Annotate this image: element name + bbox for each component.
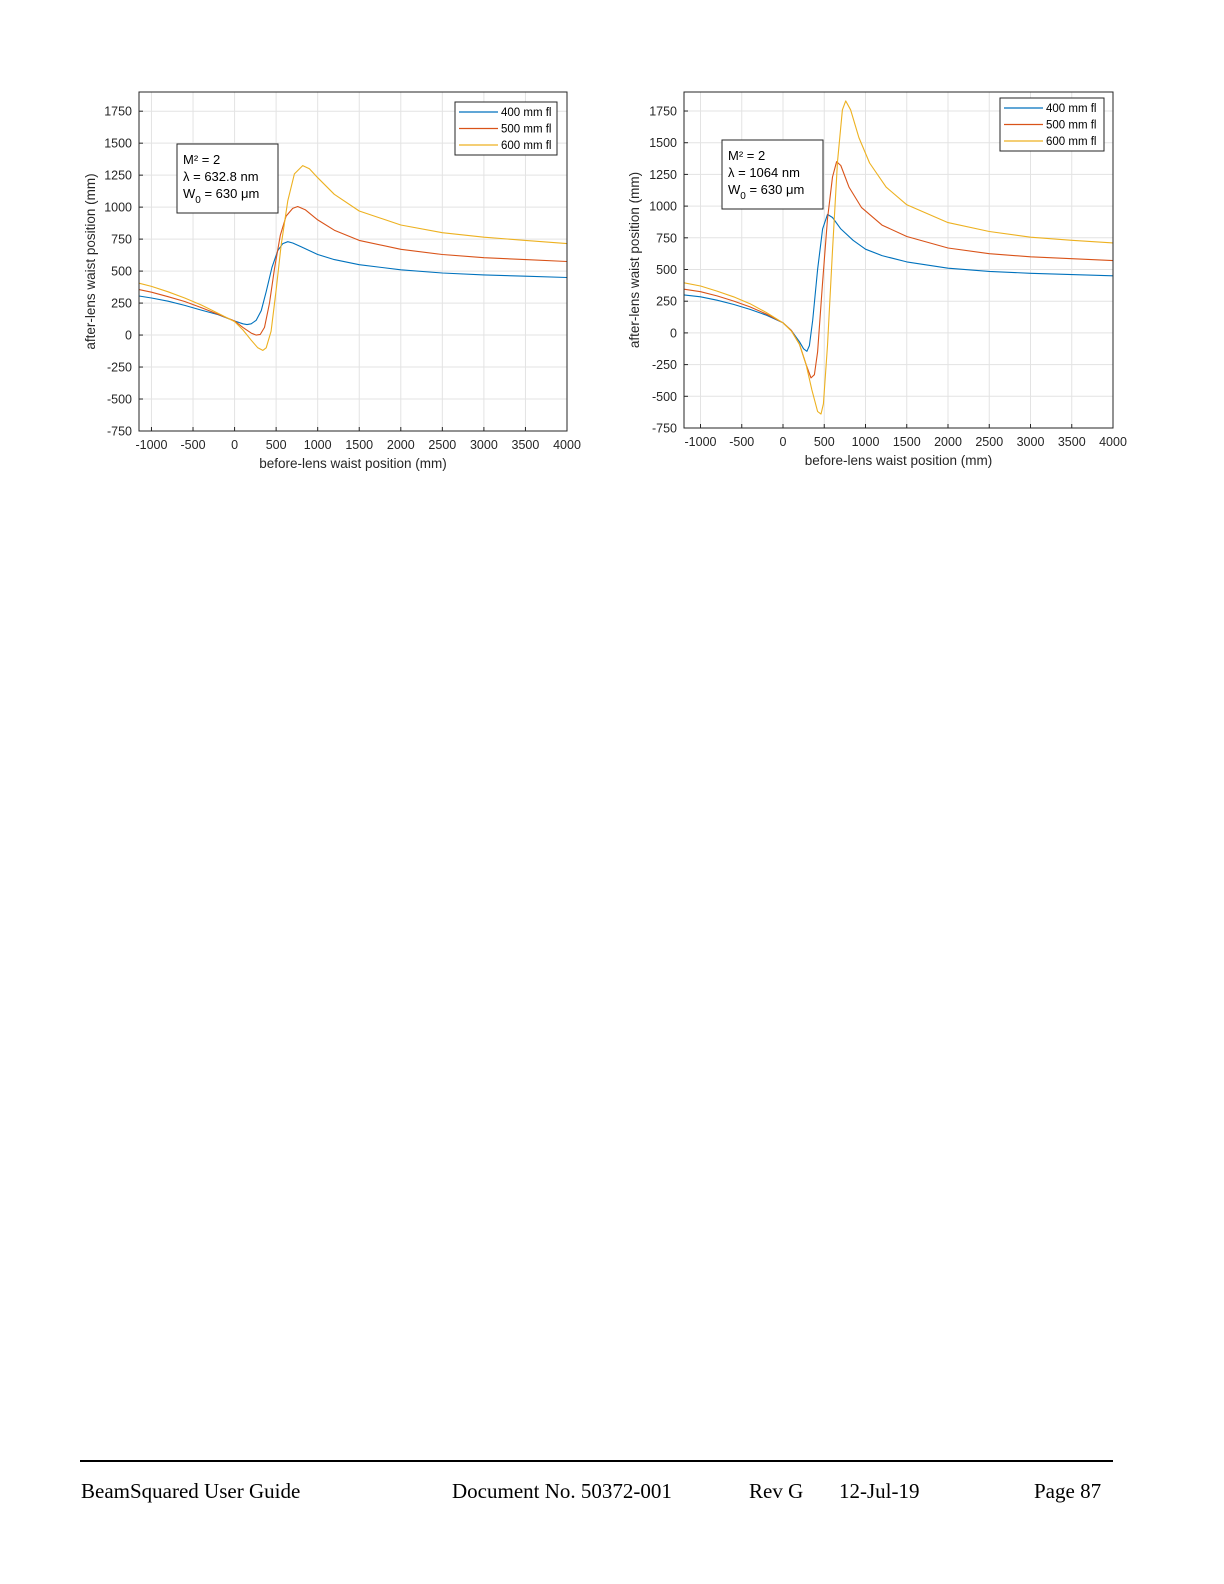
series-line-1 xyxy=(138,241,568,326)
x-axis-label: before-lens waist position (mm) xyxy=(259,456,447,471)
annotation-waist-prefix: W xyxy=(183,186,196,201)
x-tick-label: 0 xyxy=(231,438,238,452)
y-tick-label: 750 xyxy=(656,231,677,245)
y-tick-label: 1500 xyxy=(649,136,677,150)
y-tick-label: -750 xyxy=(652,422,677,436)
x-tick-label: -500 xyxy=(181,438,206,452)
annotation-waist: W0 = 630 μm xyxy=(728,182,804,202)
x-tick-label: 2500 xyxy=(428,438,456,452)
y-tick-label: -250 xyxy=(107,361,132,375)
x-tick-label: -1000 xyxy=(135,438,167,452)
footer-rule xyxy=(80,1460,1113,1462)
y-tick-label: 1250 xyxy=(649,168,677,182)
annotation-waist: W0 = 630 μm xyxy=(183,186,259,206)
annotation-waist-subscript: 0 xyxy=(740,191,746,202)
footer-document-number: Document No. 50372-001 xyxy=(452,1479,672,1503)
legend-label-2: 500 mm fl xyxy=(1046,120,1097,132)
x-tick-label: 1000 xyxy=(852,435,880,449)
legend-label-2: 500 mm fl xyxy=(501,124,552,136)
footer-guide-title: BeamSquared User Guide xyxy=(81,1479,301,1503)
y-axis-label: after-lens waist position (mm) xyxy=(627,172,642,348)
x-tick-label: 3000 xyxy=(1017,435,1045,449)
x-tick-label: 4000 xyxy=(1099,435,1127,449)
x-tick-label: 500 xyxy=(814,435,835,449)
annotation: M² = 2 λ = 632.8 nm W0 = 630 μm xyxy=(176,143,279,214)
annotation: M² = 2 λ = 1064 nm W0 = 630 μm xyxy=(721,139,824,210)
y-tick-label: 250 xyxy=(111,297,132,311)
y-tick-label: 1750 xyxy=(649,105,677,119)
x-tick-label: 1000 xyxy=(304,438,332,452)
annotation-box xyxy=(176,143,279,214)
annotation-wavelength: λ = 1064 nm xyxy=(728,165,800,180)
y-axis-label: after-lens waist position (mm) xyxy=(83,173,98,349)
x-tick-label: 2000 xyxy=(387,438,415,452)
x-tick-label: 3500 xyxy=(512,438,540,452)
chart-left: -1000 -500 0 500 1000 1500 2000 2500 3000 3500 400… xyxy=(83,91,581,471)
y-tick-label: 0 xyxy=(125,329,132,343)
footer-date: 12-Jul-19 xyxy=(839,1479,920,1503)
series-line-3 xyxy=(683,100,1114,415)
y-tick-label: 500 xyxy=(111,265,132,279)
legend-label-1: 400 mm fl xyxy=(501,107,552,119)
y-tick-label: 1000 xyxy=(104,201,132,215)
x-tick-label: 3000 xyxy=(470,438,498,452)
y-tick-label: -500 xyxy=(652,390,677,404)
x-tick-label: 3500 xyxy=(1058,435,1086,449)
series-line-2 xyxy=(683,161,1114,379)
y-tick-label: 1250 xyxy=(104,169,132,183)
x-tick-label: 500 xyxy=(266,438,287,452)
x-tick-label: -1000 xyxy=(685,435,717,449)
legend: 400 mm fl 500 mm fl 600 mm fl xyxy=(454,101,558,156)
series-line-2 xyxy=(138,205,568,336)
y-tick-label: -750 xyxy=(107,425,132,439)
x-tick-label: 0 xyxy=(780,435,787,449)
y-tick-label: 1500 xyxy=(104,137,132,151)
legend-label-3: 600 mm fl xyxy=(1046,136,1097,148)
annotation-box xyxy=(721,139,824,210)
annotation-waist-value: = 630 μm xyxy=(746,182,804,197)
x-tick-label: 2500 xyxy=(975,435,1003,449)
chart-right: -1000 -500 0 500 1000 1500 2000 2500 3000 3500 400… xyxy=(627,91,1127,468)
x-tick-label: 2000 xyxy=(934,435,962,449)
axes-box xyxy=(138,91,568,432)
annotation-wavelength: λ = 632.8 nm xyxy=(183,169,259,184)
annotation-waist-value: = 630 μm xyxy=(201,186,259,201)
footer-page-number: Page 87 xyxy=(1034,1479,1102,1503)
annotation-m2: M² = 2 xyxy=(728,148,765,163)
annotation-waist-subscript: 0 xyxy=(195,195,201,206)
y-tick-label: 500 xyxy=(656,263,677,277)
series-line-3 xyxy=(138,165,568,351)
y-tick-label: 250 xyxy=(656,295,677,309)
legend-label-1: 400 mm fl xyxy=(1046,103,1097,115)
series-line-1 xyxy=(683,213,1114,352)
annotation-m2: M² = 2 xyxy=(183,152,220,167)
y-tick-label: 0 xyxy=(670,326,677,340)
x-tick-label: 1500 xyxy=(893,435,921,449)
legend-label-3: 600 mm fl xyxy=(501,140,552,152)
y-tick-label: -500 xyxy=(107,393,132,407)
x-tick-label: 1500 xyxy=(345,438,373,452)
footer-revision: Rev G xyxy=(749,1479,804,1503)
y-tick-label: -250 xyxy=(652,358,677,372)
y-tick-label: 1000 xyxy=(649,200,677,214)
x-tick-label: -500 xyxy=(729,435,754,449)
y-tick-label: 750 xyxy=(111,233,132,247)
annotation-waist-prefix: W xyxy=(728,182,741,197)
axes-box xyxy=(683,91,1114,429)
legend: 400 mm fl 500 mm fl 600 mm fl xyxy=(999,97,1105,152)
x-tick-label: 4000 xyxy=(553,438,581,452)
y-tick-label: 1750 xyxy=(104,105,132,119)
x-axis-label: before-lens waist position (mm) xyxy=(805,453,993,468)
